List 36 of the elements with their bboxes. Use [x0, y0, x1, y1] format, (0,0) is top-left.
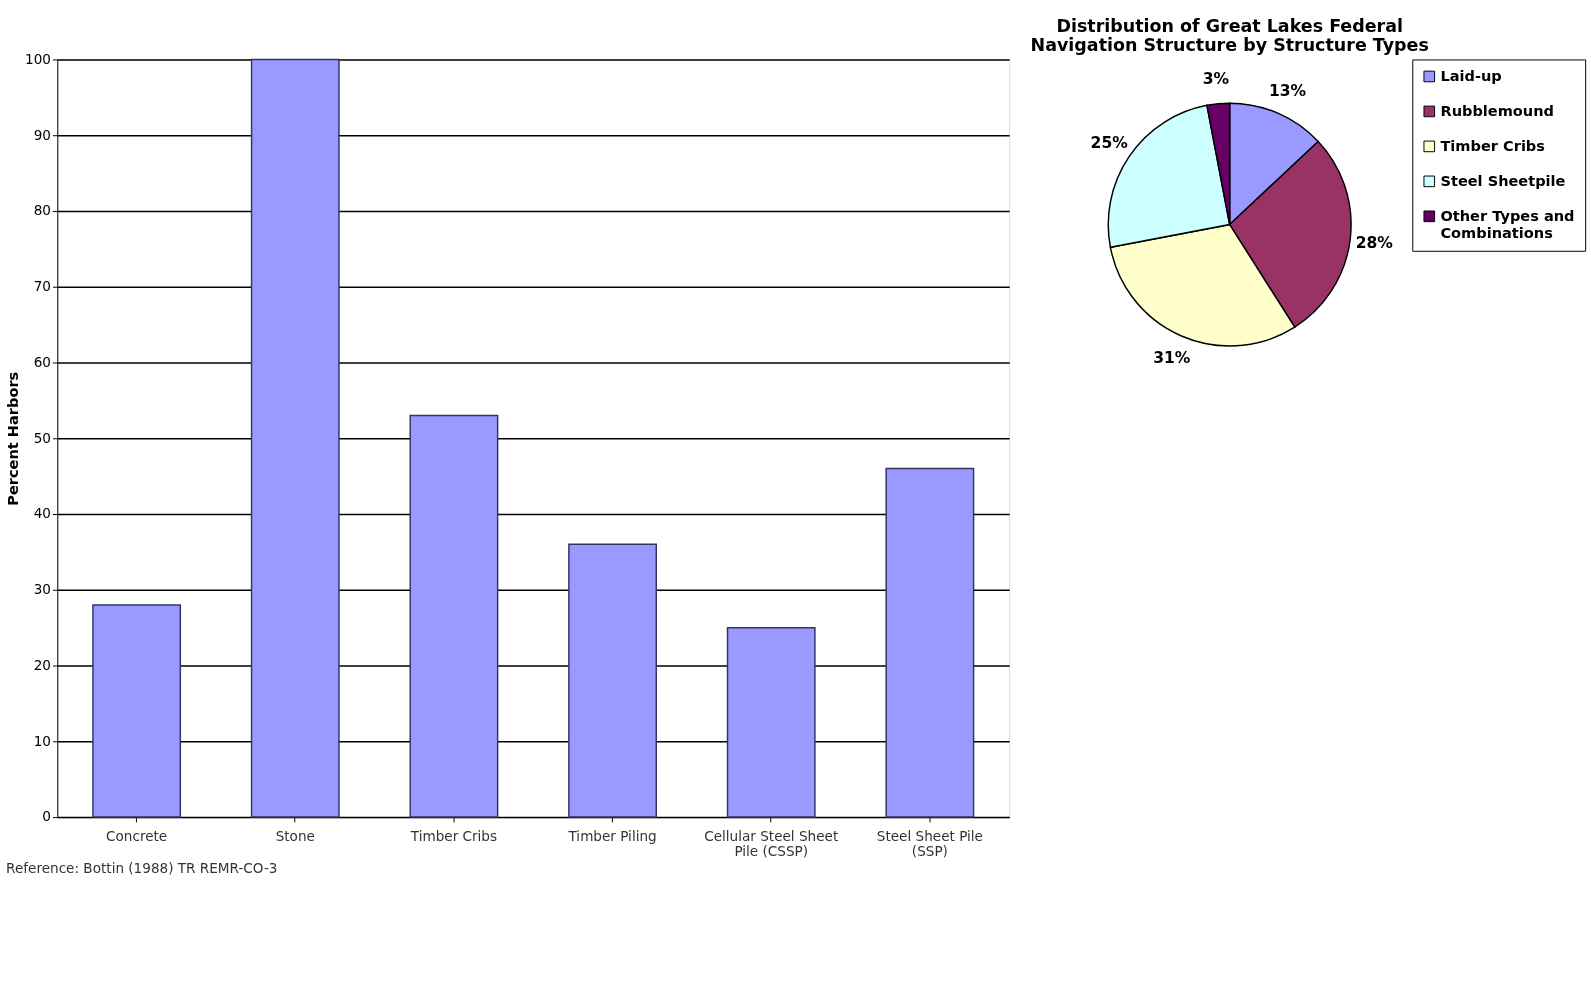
legend-label: Timber Cribs: [1440, 137, 1545, 155]
x-tick-label: Concrete: [106, 827, 168, 844]
text: Reference: Bottin (1988) TR REMR-CO-3: [6, 860, 278, 877]
x-tick-label: Timber Cribs: [409, 827, 498, 844]
data-label: 31%: [1153, 349, 1191, 368]
x-tick-label: Steel Sheet Pile (SSP): [876, 827, 983, 860]
data-label: 3%: [1202, 70, 1230, 89]
bar: [726, 626, 816, 818]
y-tick-label: 90: [33, 126, 51, 143]
legend-label: Rubblemound: [1440, 102, 1554, 120]
bar: [885, 467, 975, 818]
x-tick-label: Cellular Steel Sheet Pile (CSSP): [704, 827, 839, 860]
bar: [409, 414, 499, 818]
y-tick-label: 60: [33, 353, 51, 370]
y-tick-label: 10: [33, 732, 51, 749]
chart-title: Distribution of Great Lakes Federal Navigation Structure by Structure Types: [1030, 15, 1429, 56]
data-label: 13%: [1268, 81, 1307, 100]
y-tick-label: 80: [33, 202, 51, 219]
y-tick-label: 70: [33, 278, 51, 295]
y-tick-label: 50: [33, 429, 51, 446]
bar: [568, 543, 658, 818]
legend-label: Other Types and Combinations: [1440, 207, 1575, 241]
data-label: 28%: [1355, 233, 1394, 252]
legend-label: Steel Sheetpile: [1440, 172, 1566, 190]
data-label: 25%: [1090, 133, 1129, 152]
x-tick-label: Stone: [275, 827, 315, 844]
y-tick-label: 40: [33, 505, 51, 522]
y-tick-label: 30: [33, 581, 51, 598]
legend-label: Laid-up: [1440, 67, 1502, 85]
bar: [92, 604, 182, 818]
bar: [250, 58, 340, 818]
y-tick-label: 20: [33, 656, 51, 673]
x-tick-label: Timber Piling: [567, 827, 657, 844]
y-tick-label: 100: [25, 50, 51, 67]
y-axis-title: Percent Harbors: [4, 371, 22, 506]
y-tick-label: 0: [42, 808, 51, 825]
